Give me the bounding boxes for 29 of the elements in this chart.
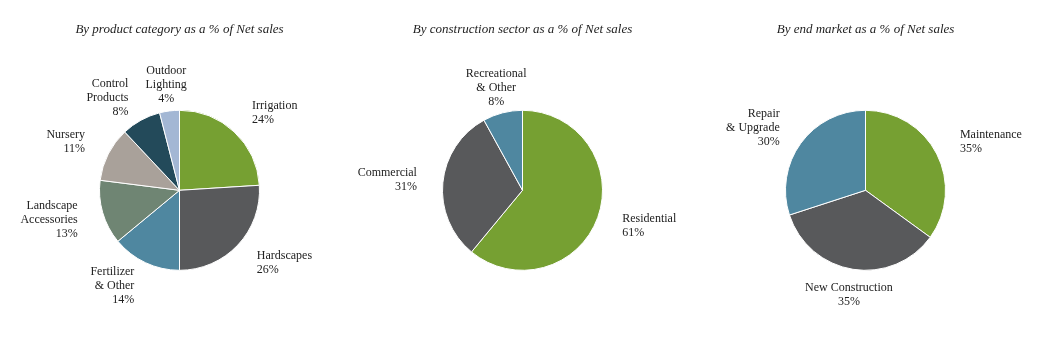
data-label: 11% [63, 141, 86, 156]
slice-label: Irrigation [252, 98, 298, 113]
data-label: 31% [394, 179, 417, 194]
data-label: 30% [757, 134, 780, 149]
chart-title: By construction sector as a % of Net sales [412, 21, 633, 37]
data-label: 13% [55, 226, 78, 241]
slice-label: Fertilizer & Other [90, 264, 135, 293]
slice-label: Hardscapes [256, 248, 313, 263]
chart-title: By end market as a % of Net sales [776, 21, 955, 37]
data-label: 8% [488, 93, 505, 108]
slice-label: Control Products [86, 75, 130, 104]
slice-label: New Construction [805, 280, 893, 295]
data-label: 35% [837, 294, 860, 309]
data-label: 35% [959, 141, 982, 156]
slice-label: Outdoor Lighting [145, 63, 187, 92]
data-label: 24% [252, 112, 275, 127]
data-label: 8% [112, 103, 129, 118]
slice-label: Residential [622, 211, 677, 226]
slice-label: Landscape Accessories [20, 198, 79, 227]
slice-label: Repair & Upgrade [726, 106, 780, 135]
data-label: 26% [256, 262, 279, 277]
data-label: 61% [622, 225, 645, 240]
chart-title: By product category as a % of Net sales [75, 21, 284, 37]
slice-label: Recreational & Other [465, 65, 528, 94]
slice-label: Commercial [357, 165, 418, 180]
data-label: 4% [158, 91, 175, 106]
slice-label: Nursery [46, 127, 86, 142]
data-label: 14% [112, 292, 135, 307]
slice-label: Maintenance [959, 127, 1022, 142]
